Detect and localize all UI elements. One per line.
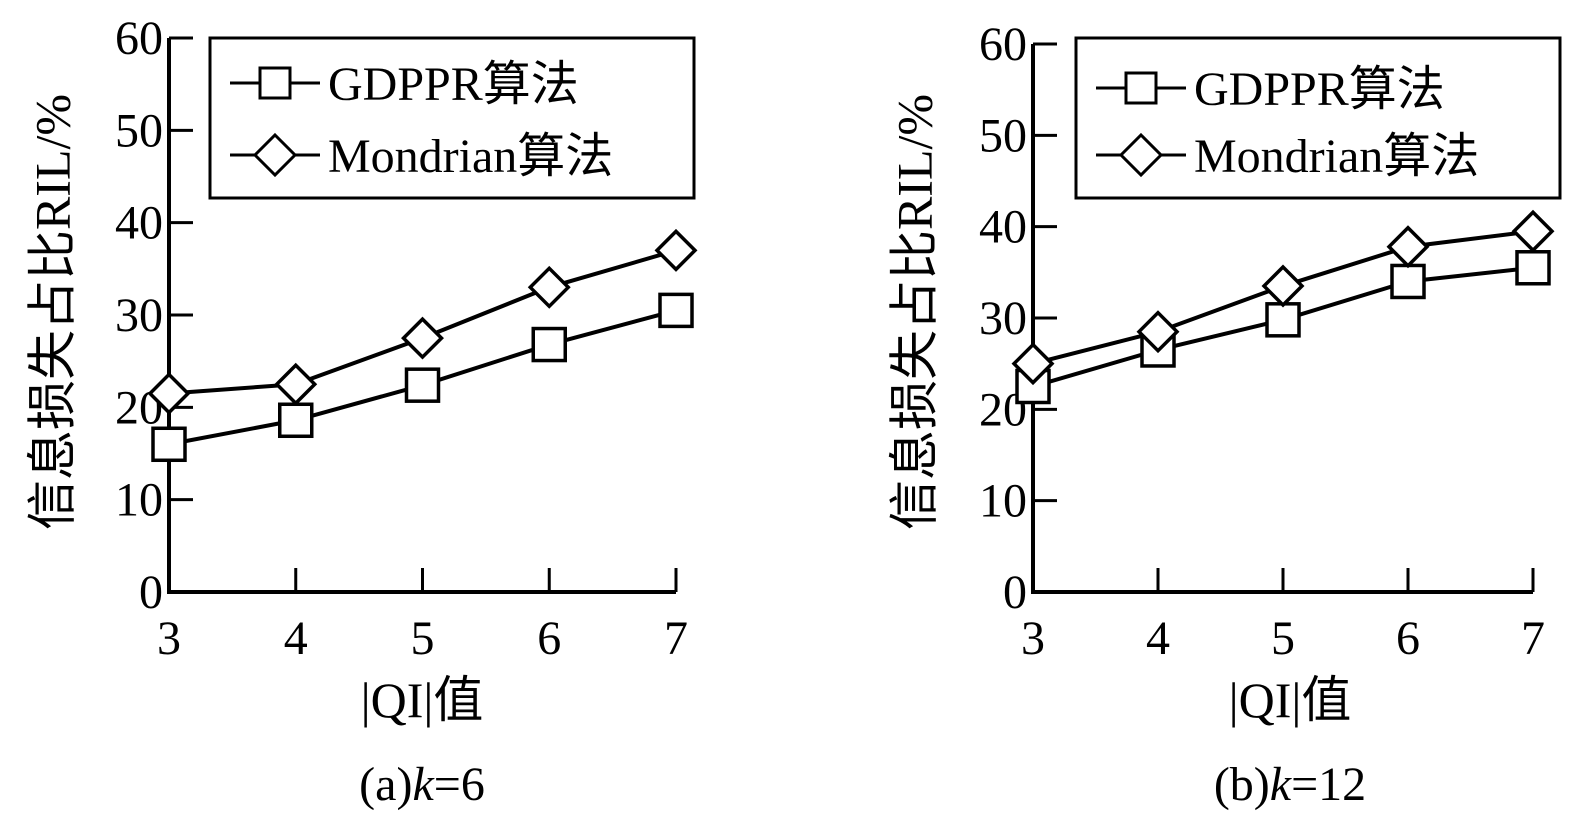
legend-square-marker-b <box>1124 71 1158 105</box>
legend-square-marker-a <box>258 66 292 100</box>
y-tick-label: 0 <box>1003 566 1027 619</box>
x-tick-label: 4 <box>284 612 308 665</box>
x-tick-label: 5 <box>411 612 435 665</box>
data-point-mondrian <box>1011 342 1055 386</box>
x-axis-label-a: |QI|值 <box>361 672 484 728</box>
caption-var-b: k <box>1270 758 1293 811</box>
legend-diamond-marker-a <box>252 132 298 178</box>
legend-diamond-marker-b <box>1118 132 1164 178</box>
data-point-gdppr <box>151 426 187 463</box>
series-group-a <box>147 228 698 463</box>
y-tick-label: 40 <box>115 197 163 250</box>
data-point-mondrian <box>1386 225 1430 269</box>
x-tick-label: 3 <box>157 612 181 665</box>
legend-label-gdppr-b: GDPPR算法 <box>1194 63 1445 116</box>
legend-label-gdppr-a: GDPPR算法 <box>328 58 579 111</box>
data-point-gdppr <box>658 292 694 329</box>
caption-prefix-a: (a) <box>359 758 412 811</box>
data-point-mondrian <box>1511 209 1555 253</box>
data-point-mondrian <box>1261 264 1305 308</box>
data-point-mondrian <box>654 228 698 272</box>
data-point-mondrian <box>147 372 191 415</box>
caption-var-a: k <box>412 758 435 811</box>
data-point-mondrian <box>527 265 571 309</box>
y-tick-label: 10 <box>115 474 163 527</box>
data-point-gdppr <box>404 367 441 403</box>
data-point-gdppr <box>1390 263 1426 300</box>
y-tick-label: 60 <box>979 18 1027 71</box>
legend-b: GDPPR算法 Mondrian算法 <box>1074 36 1562 200</box>
legend-label-mondrian-a: Mondrian算法 <box>328 130 613 183</box>
x-tick-label: 7 <box>1521 612 1545 665</box>
y-axis-label-text-b: 信息损失占比RIL/% <box>886 94 942 530</box>
y-tick-label: 60 <box>115 12 163 65</box>
data-point-gdppr <box>531 326 567 363</box>
data-point-gdppr <box>1515 250 1551 286</box>
x-tick-label: 6 <box>537 612 561 665</box>
data-point-mondrian <box>1136 310 1180 354</box>
x-tick-label: 6 <box>1396 612 1420 665</box>
y-tick-label: 50 <box>979 109 1027 162</box>
caption-prefix-b: (b) <box>1214 758 1270 811</box>
caption-a: (a)k=6 <box>359 758 485 811</box>
caption-suffix-a: =6 <box>434 758 485 811</box>
legend-box-b <box>1074 36 1562 200</box>
x-tick-label: 7 <box>664 612 688 665</box>
y-tick-label: 30 <box>115 289 163 342</box>
caption-suffix-b: =12 <box>1291 758 1366 811</box>
data-point-mondrian <box>274 362 318 406</box>
y-tick-label: 10 <box>979 475 1027 528</box>
legend-label-mondrian-b: Mondrian算法 <box>1194 130 1479 183</box>
x-axis-label-b: |QI|值 <box>1229 672 1352 728</box>
caption-b: (b)k=12 <box>1214 758 1366 811</box>
legend-box-a <box>208 36 696 200</box>
series-group-b <box>1011 209 1555 405</box>
y-axis-label-text-a: 信息损失占比RIL/% <box>24 94 80 530</box>
x-tick-label: 3 <box>1021 612 1045 665</box>
data-point-gdppr <box>278 402 314 439</box>
y-tick-label: 40 <box>979 201 1027 254</box>
legend-a: GDPPR算法 Mondrian算法 <box>208 36 696 200</box>
y-tick-label: 30 <box>979 292 1027 345</box>
x-tick-label: 5 <box>1271 612 1295 665</box>
data-point-gdppr <box>1265 302 1301 338</box>
y-axis-label-b: 信息损失占比RIL/% <box>886 94 942 530</box>
y-tick-label: 0 <box>139 566 163 619</box>
y-tick-label: 50 <box>115 104 163 157</box>
y-axis-label-a: 信息损失占比RIL/% <box>24 94 80 530</box>
data-point-mondrian <box>401 316 444 360</box>
x-tick-label: 4 <box>1146 612 1170 665</box>
